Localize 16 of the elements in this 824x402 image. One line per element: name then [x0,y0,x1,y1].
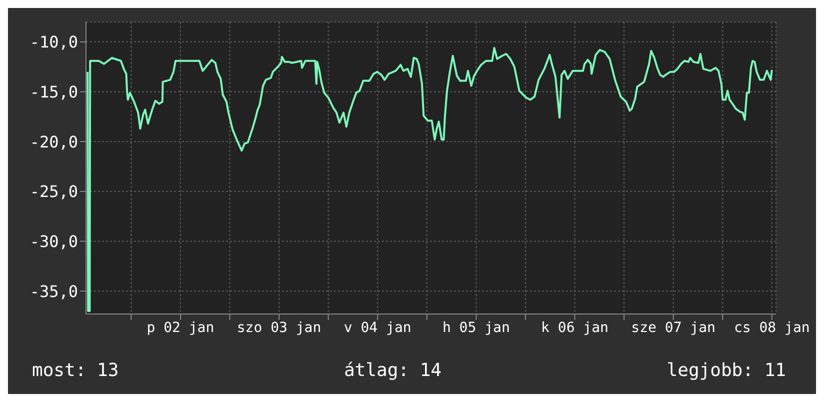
x-tick-label: k 06 jan [541,320,608,336]
x-tick-label: h 05 jan [442,320,510,336]
x-tick-label: p 02 jan [146,320,214,336]
text: legjobb: 11 [666,360,786,381]
x-tick-label: szo 03 jan [236,320,322,336]
x-tick-label: cs 08 jan [734,320,810,336]
y-tick-label: -30,0 [30,232,78,251]
y-tick-label: -35,0 [30,282,78,301]
y-tick-label: -10,0 [30,32,78,52]
y-tick-label: -25,0 [30,182,78,202]
y-tick-label: -20,0 [30,132,78,152]
text: most: 13 [32,360,119,381]
y-tick-label: -15,0 [30,82,78,102]
text: átlag: 14 [344,360,442,381]
x-tick-label: v 04 jan [344,320,412,336]
x-tick-label: sze 07 jan [631,320,716,336]
